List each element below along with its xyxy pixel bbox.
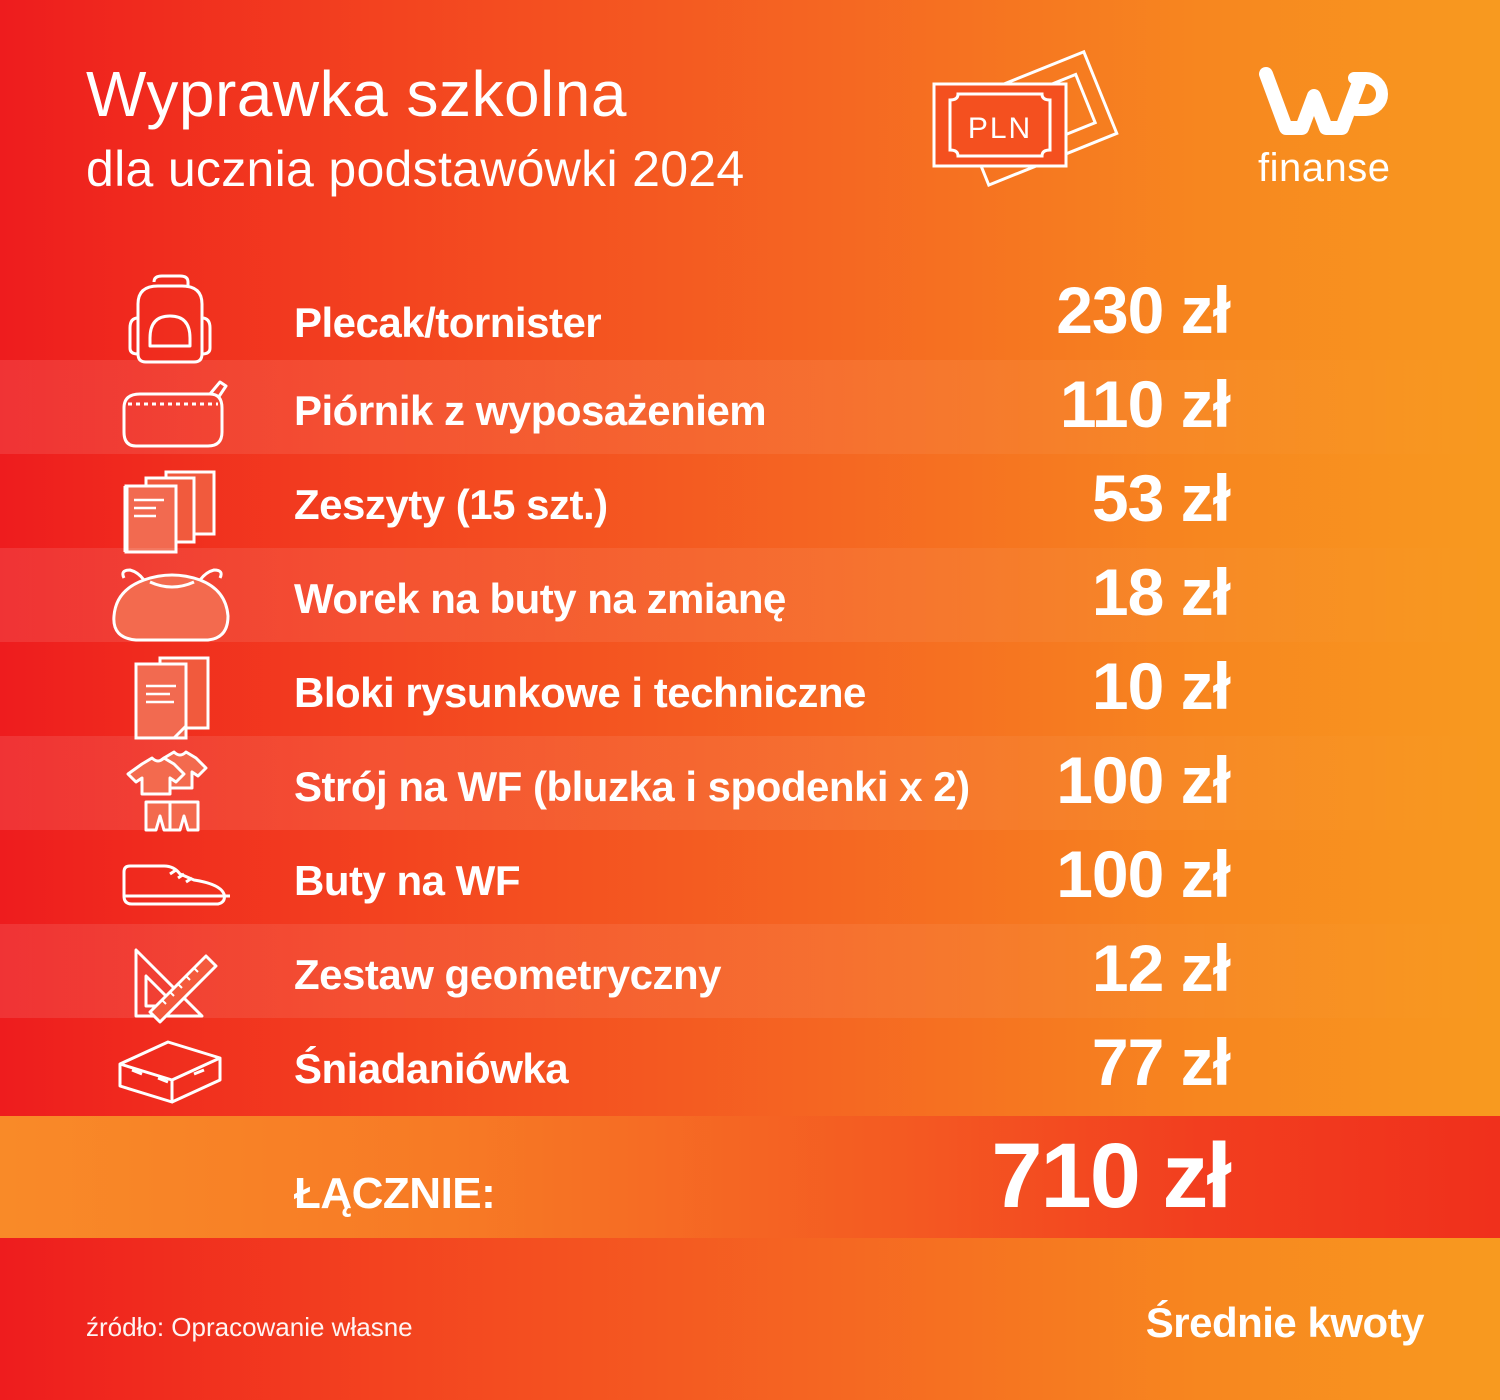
sneaker-icon — [110, 838, 230, 918]
item-label: Zeszyty (15 szt.) — [294, 481, 608, 528]
page-subtitle: dla ucznia podstawówki 2024 — [86, 141, 745, 197]
item-price: 18 zł — [1091, 555, 1231, 629]
lunchbox-icon — [110, 1026, 230, 1106]
banknote-icon: PLN — [928, 48, 1119, 188]
item-row-sneakers: Buty na WF 100 zł — [0, 830, 1500, 924]
average-amounts-note: Średnie kwoty — [1145, 1299, 1425, 1346]
source-note: źródło: Opracowanie własne — [86, 1312, 413, 1342]
backpack-icon — [110, 274, 230, 364]
item-price: 77 zł — [1091, 1025, 1231, 1099]
item-row-shoe-bag: Worek na buty na zmianę 18 zł — [0, 548, 1500, 642]
item-label: Worek na buty na zmianę — [294, 575, 786, 622]
item-price: 100 zł — [1056, 743, 1231, 817]
item-label: Zestaw geometryczny — [294, 951, 722, 998]
item-row-pencil-case: Piórnik z wyposażeniem 110 zł — [0, 360, 1500, 454]
item-label: Plecak/tornister — [294, 299, 602, 346]
wp-finanse-logo: finanse — [1256, 66, 1396, 190]
item-row-backpack: Plecak/tornister 230 zł — [0, 266, 1500, 364]
geometry-set-icon — [110, 932, 230, 1024]
sports-outfit-icon — [110, 744, 230, 832]
pencil-case-icon — [110, 368, 230, 448]
item-price: 100 zł — [1056, 837, 1231, 911]
item-label: Bloki rysunkowe i techniczne — [294, 669, 866, 716]
wp-logo-icon — [1259, 67, 1388, 135]
item-row-geometry-set: Zestaw geometryczny 12 zł — [0, 924, 1500, 1024]
logo-text: finanse — [1258, 146, 1391, 190]
item-label: Buty na WF — [294, 857, 520, 904]
total-value: 710 zł — [991, 1125, 1232, 1227]
item-row-drawing-pads: Bloki rysunkowe i techniczne 10 zł — [0, 642, 1500, 740]
item-price: 10 zł — [1091, 649, 1231, 723]
item-row-lunchbox: Śniadaniówka 77 zł — [0, 1018, 1500, 1112]
total-row: ŁĄCZNIE: 710 zł — [0, 1116, 1500, 1238]
item-label: Piórnik z wyposażeniem — [294, 387, 767, 434]
item-price: 230 zł — [1056, 273, 1231, 347]
notebooks-icon — [110, 462, 230, 554]
item-row-notebooks: Zeszyty (15 szt.) 53 zł — [0, 454, 1500, 554]
item-label: Śniadaniówka — [294, 1045, 569, 1092]
item-price: 110 zł — [1059, 367, 1231, 441]
item-price: 12 zł — [1091, 931, 1231, 1005]
item-label: Strój na WF (bluzka i spodenki x 2) — [294, 763, 970, 810]
item-row-sports-outfit: Strój na WF (bluzka i spodenki x 2) 100 … — [0, 736, 1500, 832]
page-title: Wyprawka szkolna — [86, 58, 627, 130]
drawing-pads-icon — [110, 650, 230, 740]
item-price: 53 zł — [1091, 461, 1231, 535]
shoe-bag-icon — [110, 556, 230, 642]
banknote-label: PLN — [968, 112, 1032, 145]
total-label: ŁĄCZNIE: — [294, 1169, 496, 1218]
